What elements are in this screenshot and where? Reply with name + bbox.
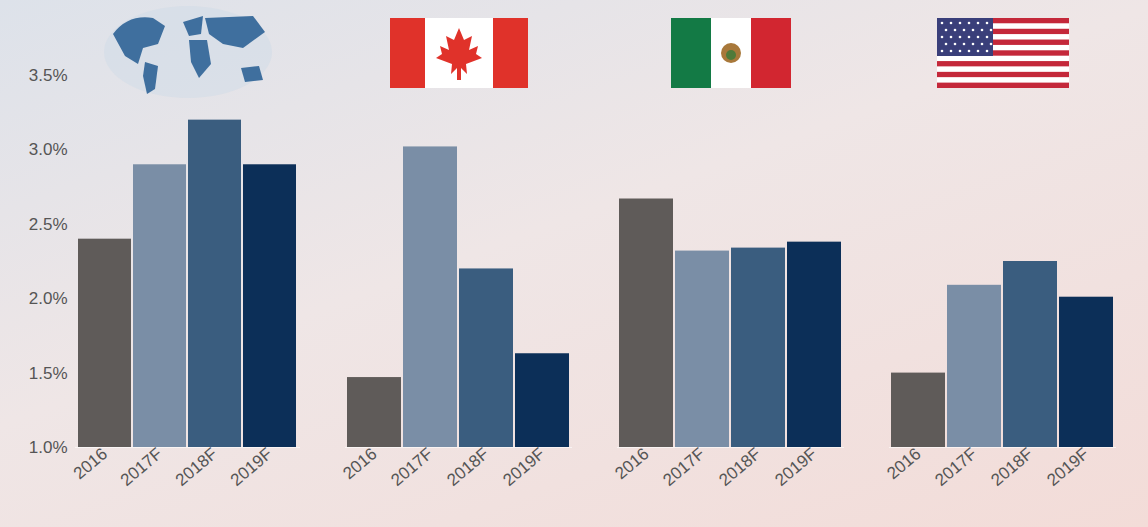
svg-text:3.0%: 3.0%: [29, 140, 68, 159]
svg-text:2019F: 2019F: [499, 444, 548, 490]
svg-text:2.0%: 2.0%: [29, 289, 68, 308]
svg-text:2017F: 2017F: [387, 444, 436, 490]
svg-text:1.0%: 1.0%: [29, 438, 68, 457]
svg-text:3.5%: 3.5%: [29, 66, 68, 85]
svg-text:2016: 2016: [611, 444, 652, 483]
svg-text:2016: 2016: [70, 444, 111, 483]
svg-text:2018F: 2018F: [715, 444, 764, 490]
svg-text:2.5%: 2.5%: [29, 215, 68, 234]
svg-text:2017F: 2017F: [931, 444, 980, 490]
svg-text:1.5%: 1.5%: [29, 364, 68, 383]
svg-text:2017F: 2017F: [659, 444, 708, 490]
svg-text:2017F: 2017F: [117, 444, 166, 490]
svg-text:2019F: 2019F: [1043, 444, 1092, 490]
svg-text:2016: 2016: [339, 444, 380, 483]
svg-text:2018F: 2018F: [987, 444, 1036, 490]
svg-text:2016: 2016: [883, 444, 924, 483]
svg-text:2018F: 2018F: [443, 444, 492, 490]
svg-text:2018F: 2018F: [172, 444, 221, 490]
svg-text:2019F: 2019F: [771, 444, 820, 490]
svg-text:2019F: 2019F: [227, 444, 276, 490]
